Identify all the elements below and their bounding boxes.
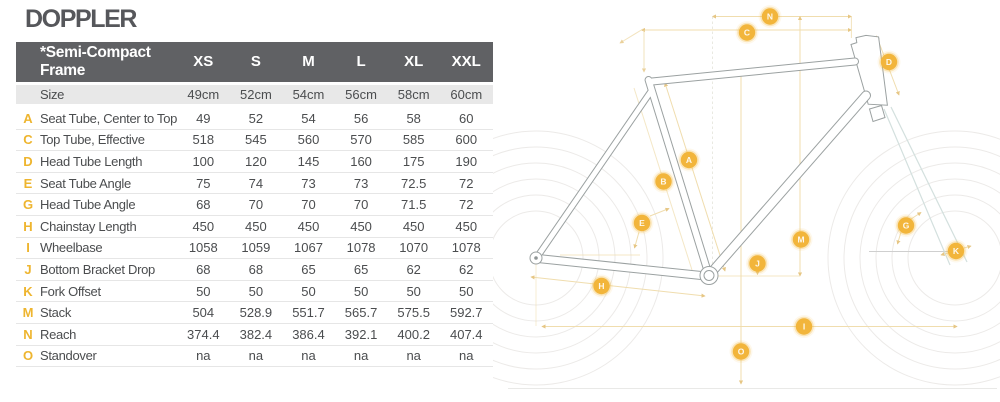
svg-text:I: I [803, 322, 805, 332]
svg-text:D: D [886, 57, 892, 67]
svg-text:O: O [738, 347, 745, 357]
svg-text:M: M [797, 235, 804, 245]
svg-text:K: K [953, 246, 960, 256]
svg-text:E: E [639, 218, 645, 228]
svg-text:J: J [755, 259, 760, 269]
svg-text:N: N [767, 12, 773, 22]
svg-text:C: C [744, 28, 750, 38]
svg-text:G: G [903, 221, 910, 231]
svg-text:H: H [598, 281, 604, 291]
svg-text:B: B [660, 177, 666, 187]
svg-text:A: A [686, 155, 692, 165]
